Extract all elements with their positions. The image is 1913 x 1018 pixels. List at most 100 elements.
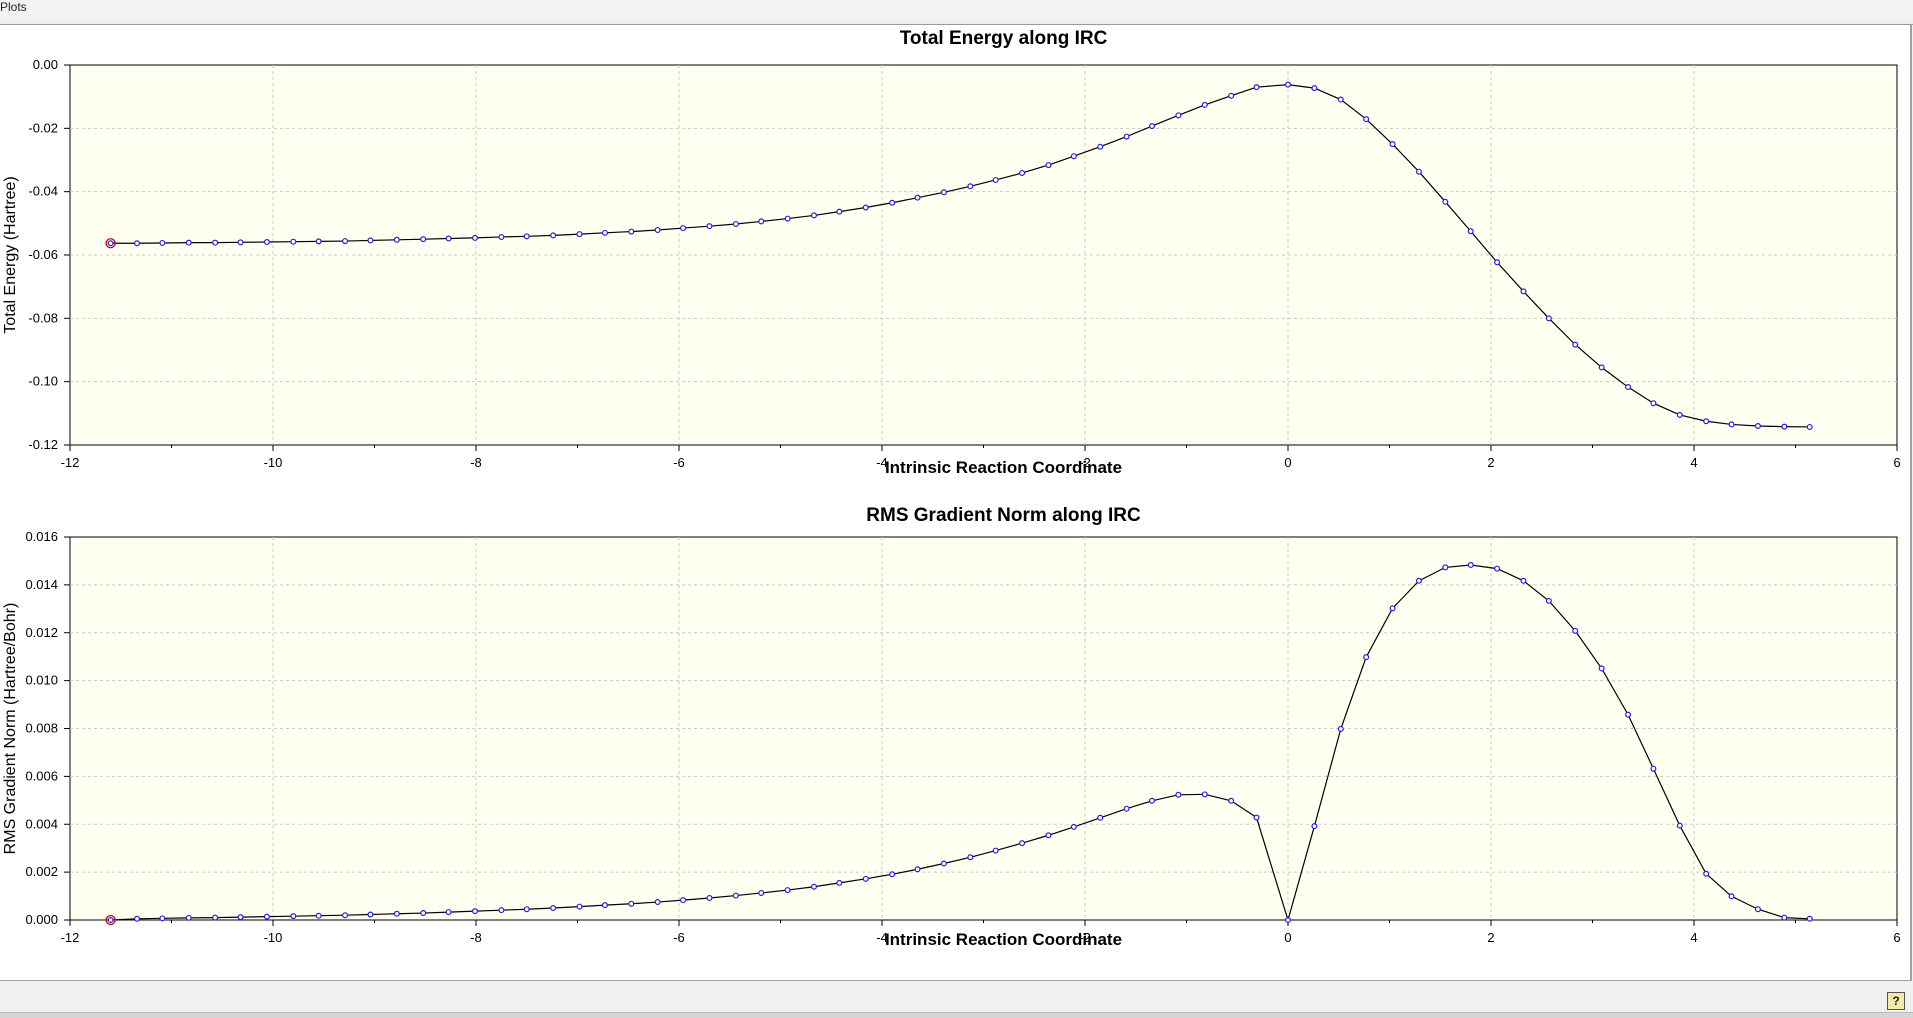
x-tick-label: -8 [470,930,482,945]
data-point [1676,411,1683,418]
data-point [367,911,374,918]
data-point [1337,96,1344,103]
y-axis-label: RMS Gradient Norm (Hartree/Bohr) [2,603,19,855]
data-point [914,866,921,873]
x-tick-label: 2 [1487,930,1494,945]
data-point [1520,577,1527,584]
data-point [1754,423,1761,430]
y-tick-label: 0.014 [25,577,58,592]
x-tick-label: -6 [673,930,685,945]
window-title-bar: Plots [0,0,1913,18]
data-point [810,212,817,219]
y-tick-label: 0.000 [25,912,58,927]
data-point [1123,133,1130,140]
x-tick-label: -8 [470,455,482,470]
data-point [706,223,713,230]
data-point [523,906,530,913]
chart-title: RMS Gradient Norm along IRC [866,505,1141,526]
data-point [1625,711,1632,718]
data-point [315,238,322,245]
chart-2: -12 -10 -8 -6 -4 -2 0 2 4 6 0.016 0.014 0.012 0.010 0.… [2,505,1901,949]
data-point [263,239,270,246]
data-point [1415,577,1422,584]
data-point [1228,92,1235,99]
data-point [784,887,791,894]
data-point [862,204,869,211]
data-point [1703,870,1710,877]
data-point [237,239,244,246]
data-point [1284,81,1291,88]
data-point [1728,421,1735,428]
data-point [471,234,478,241]
series-line [110,564,1810,923]
data-point [263,913,270,920]
data-point [420,910,427,917]
data-point [1148,797,1155,804]
chart-title: Total Energy along IRC [900,28,1108,49]
y-tick-label: 0.016 [25,529,58,544]
data-point [1572,627,1579,634]
data-point [836,208,843,215]
y-tick-label: -0.02 [28,120,58,135]
data-point [576,231,583,238]
series-line [110,84,1810,428]
data-point [732,220,739,227]
data-point [992,176,999,183]
data-point [1070,823,1077,830]
data-point [889,871,896,878]
data-point [342,912,349,919]
data-point [1253,814,1260,821]
data-point [342,238,349,245]
x-tick-label: -4 [876,455,888,470]
data-point [889,199,896,206]
x-tick-label: -10 [264,930,283,945]
x-tick-label: 6 [1893,455,1900,470]
data-point [445,235,452,242]
data-point [107,240,114,247]
x-tick-label: 0 [1284,455,1291,470]
data-point [1070,153,1077,160]
data-point [1045,832,1052,839]
data-point [654,899,661,906]
x-axis-label: Intrinsic Reaction Coordinate [885,930,1122,949]
data-point [159,239,166,246]
x-tick-label: 2 [1487,455,1494,470]
data-point [212,239,219,246]
data-point [1363,116,1370,123]
y-tick-label: -0.10 [28,374,58,389]
data-point [810,883,817,890]
data-point [1806,423,1813,430]
data-point [1311,823,1318,830]
x-tick-label: 0 [1284,930,1291,945]
data-point [1415,168,1422,175]
data-point [471,908,478,915]
data-point [1625,384,1632,391]
data-point [1175,112,1182,119]
data-point [290,238,297,245]
data-point [1598,364,1605,371]
data-point [290,913,297,920]
data-point [550,232,557,239]
data-point [1019,840,1026,847]
chart-1: -12 -10 -8 -6 -4 -2 0 2 4 6 0.00 -0.02 -0.04 -0.06 -0.… [2,28,1901,477]
data-point [576,903,583,910]
data-point [1045,162,1052,169]
plots-canvas[interactable]: -12 -10 -8 -6 -4 -2 0 2 4 6 0.00 -0.02 -0.04 -0.06 -0.… [0,25,1910,980]
data-point [523,233,530,240]
x-tick-label: -2 [1079,930,1091,945]
x-tick-label: -6 [673,455,685,470]
data-point [185,914,192,921]
data-point [1676,822,1683,829]
x-tick-label: 4 [1690,930,1697,945]
data-point [758,218,765,225]
data-point [914,194,921,201]
data-point [1650,400,1657,407]
help-button[interactable]: ? [1887,992,1905,1010]
data-point [862,875,869,882]
data-point [133,240,140,247]
data-point [1467,562,1474,569]
data-point [1148,123,1155,130]
data-point [1389,141,1396,148]
data-point [1363,654,1370,661]
data-point [393,910,400,917]
